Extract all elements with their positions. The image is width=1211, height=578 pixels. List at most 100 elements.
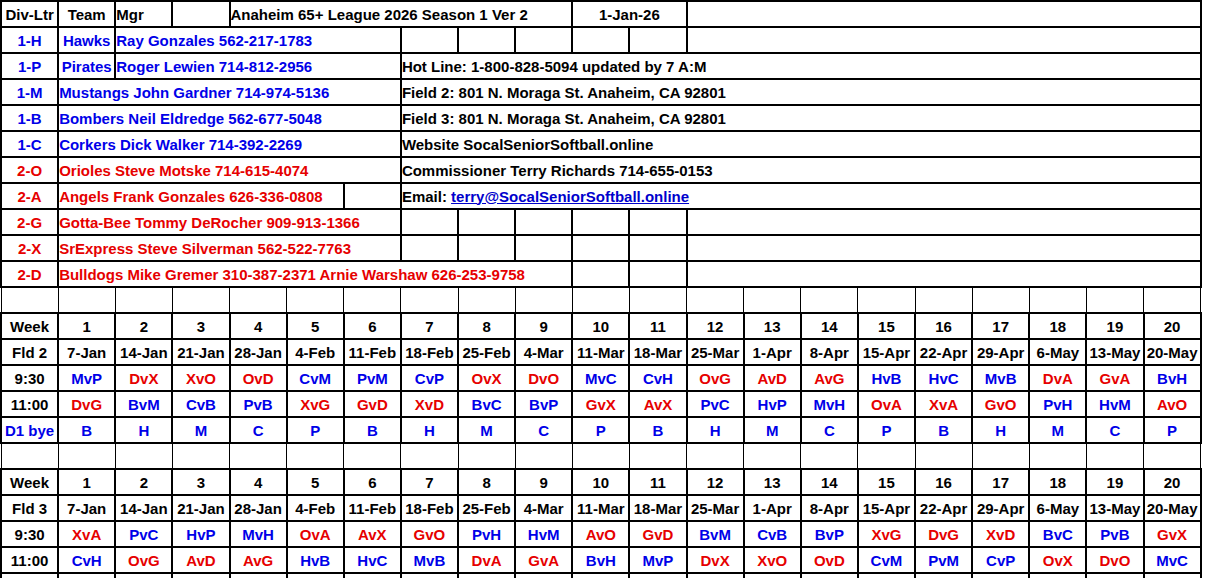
week-number: 19 (1086, 313, 1143, 339)
team-row: 1-H Hawks Ray Gonzales 562-217-1783 (1, 27, 1201, 53)
empty-cell (572, 209, 629, 235)
matchup-cell: OvA (858, 391, 915, 417)
time-label: 11:00 (1, 547, 58, 573)
spacer-cell (344, 287, 401, 313)
matchup-cell: PvM (915, 547, 972, 573)
empty-cell (687, 209, 1201, 235)
bye-team: B (915, 417, 972, 443)
bye-team: C (230, 417, 287, 443)
bye-team: G (458, 573, 515, 578)
week-number: 1 (58, 313, 115, 339)
spacer-cell (1029, 287, 1086, 313)
bye-team: O (344, 573, 401, 578)
spacer-cell (1, 443, 58, 469)
week-number: 15 (858, 469, 915, 495)
matchup-cell: XvA (58, 521, 115, 547)
team-code: 1-C (1, 131, 58, 157)
team-row: 1-M Mustangs John Gardner 714-974-5136 F… (1, 79, 1201, 105)
team-code: 1-P (1, 53, 58, 79)
spacer-cell (801, 443, 858, 469)
spacer-cell (1144, 443, 1201, 469)
matchup-cell: HvC (344, 547, 401, 573)
spacer-row (1, 287, 1201, 313)
field-label: Fld 2 (1, 339, 58, 365)
bye-team: X (801, 573, 858, 578)
date-row: Fld 37-Jan14-Jan21-Jan28-Jan4-Feb11-Feb1… (1, 495, 1201, 521)
week-number: 17 (972, 313, 1029, 339)
matchup-cell: DvG (58, 391, 115, 417)
matchup-cell: PvH (1029, 391, 1086, 417)
spacer-cell (287, 443, 344, 469)
matchup-cell: OvX (1029, 547, 1086, 573)
bye-team: A (687, 573, 744, 578)
matchup-cell: BvH (572, 547, 629, 573)
game-date: 7-Jan (58, 495, 115, 521)
spacer-cell (58, 287, 115, 313)
matchup-cell: PvC (687, 391, 744, 417)
team-and-manager: Bombers Neil Eldredge 562-677-5048 (58, 105, 401, 131)
spacer-cell (1144, 287, 1201, 313)
spacer-cell (230, 287, 287, 313)
empty-cell (401, 27, 458, 53)
bye-team: O (915, 573, 972, 578)
game-date: 15-Apr (858, 339, 915, 365)
matchup-cell: XvD (401, 391, 458, 417)
matchup-cell: CvM (858, 547, 915, 573)
matchup-cell: MvP (629, 547, 686, 573)
matchup-cell: DvO (1086, 547, 1143, 573)
team-row: 2-X SrExpress Steve Silverman 562-522-77… (1, 235, 1201, 261)
game-date: 11-Feb (344, 495, 401, 521)
team-row: 2-O Orioles Steve Motske 714-615-4074 Co… (1, 157, 1201, 183)
website-info: Website SocalSeniorSoftball.online (401, 131, 1201, 157)
team-code: 1-B (1, 105, 58, 131)
matchup-cell: DvG (915, 521, 972, 547)
empty-cell (515, 209, 572, 235)
empty-cell (572, 27, 629, 53)
spacer-cell (458, 443, 515, 469)
matchup-cell: HvM (515, 521, 572, 547)
matchup-cell: CvP (401, 365, 458, 391)
bye-row: D2 ByeOAGXDOAGXDOAGXDOAGXD (1, 573, 1201, 578)
game-date: 14-Jan (115, 339, 172, 365)
spacer-cell (1086, 443, 1143, 469)
spacer-cell (58, 443, 115, 469)
game-date: 13-May (1086, 339, 1143, 365)
game-date: 15-Apr (858, 495, 915, 521)
empty-cell (401, 209, 458, 235)
week-number: 12 (687, 469, 744, 495)
matchup-cell: BvC (1029, 521, 1086, 547)
bye-team: M (744, 417, 801, 443)
matchup-cell: HvP (744, 391, 801, 417)
empty-cell (629, 27, 686, 53)
week-number: 14 (801, 313, 858, 339)
empty-cell (401, 235, 458, 261)
bye-team: C (515, 417, 572, 443)
week-number: 16 (915, 469, 972, 495)
empty-cell (458, 27, 515, 53)
team-row: 1-C Corkers Dick Walker 714-392-2269 Web… (1, 131, 1201, 157)
game-date: 25-Feb (458, 495, 515, 521)
matchup-cell: OvX (458, 365, 515, 391)
games-row: 9:30XvAPvCHvPMvHOvAAvXGvOPvHHvMAvOGvDBvM… (1, 521, 1201, 547)
spacer-cell (629, 443, 686, 469)
game-date: 21-Jan (172, 339, 229, 365)
email-label: Email: (402, 188, 451, 205)
date-row: Fld 27-Jan14-Jan21-Jan28-Jan4-Feb11-Feb1… (1, 339, 1201, 365)
spacer-cell (344, 443, 401, 469)
bye-team: O (58, 573, 115, 578)
team-code: 2-D (1, 261, 58, 287)
matchup-cell: CvM (287, 365, 344, 391)
spacer-cell (972, 443, 1029, 469)
game-date: 18-Feb (401, 339, 458, 365)
game-date: 6-May (1029, 495, 1086, 521)
spacer-row (1, 443, 1201, 469)
matchup-cell: GvD (629, 521, 686, 547)
spacer-cell (915, 287, 972, 313)
game-date: 22-Apr (915, 339, 972, 365)
spacer-cell (801, 287, 858, 313)
team-code: 2-X (1, 235, 58, 261)
bye-team: G (744, 573, 801, 578)
empty-cell (687, 235, 1201, 261)
email-link[interactable]: terry@SocalSeniorSoftball.online (451, 188, 689, 205)
matchup-cell: MvB (401, 547, 458, 573)
